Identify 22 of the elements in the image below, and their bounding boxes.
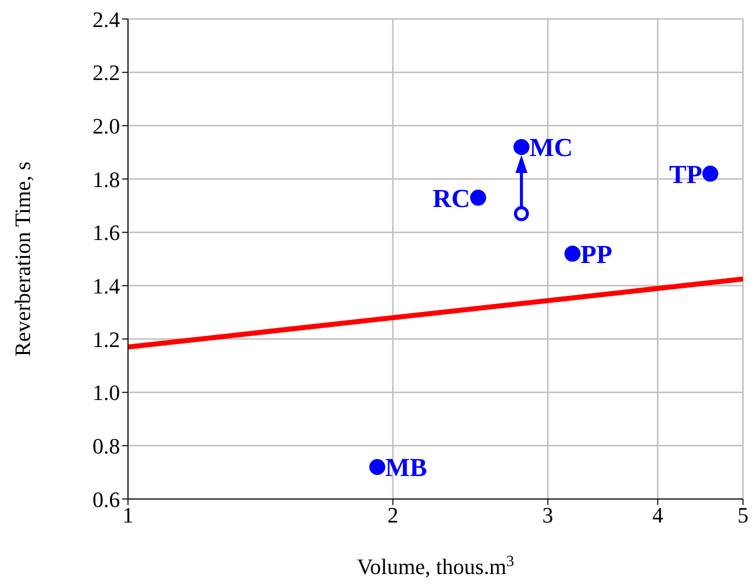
annotation: MC bbox=[529, 133, 573, 162]
x-tick-label: 1 bbox=[122, 502, 134, 528]
y-tick-label: 2.4 bbox=[92, 6, 120, 32]
y-axis-title: Reverberation Time, s bbox=[10, 162, 35, 356]
y-tick-label: 1.8 bbox=[92, 166, 120, 192]
x-tick-label: 2 bbox=[387, 502, 398, 528]
y-tick-label: 2.0 bbox=[92, 113, 120, 138]
y-tick-label: 0.6 bbox=[92, 486, 120, 512]
x-tick-label: 3 bbox=[542, 502, 554, 528]
x-tick-label: 5 bbox=[738, 502, 748, 528]
x-axis-title: Volume, thous.m$^{3}$ bbox=[356, 552, 514, 579]
y-tick-label: 0.8 bbox=[92, 433, 120, 458]
annotation: PP bbox=[580, 240, 612, 269]
y-tick-label: 1.4 bbox=[92, 273, 120, 298]
y-tick-label: 1.6 bbox=[92, 220, 120, 246]
y-tick-label: 2.2 bbox=[92, 60, 120, 86]
annotation: MB bbox=[385, 453, 428, 482]
annotation: TP bbox=[669, 160, 702, 189]
annotation: RC bbox=[432, 184, 470, 213]
y-tick-label: 1.2 bbox=[92, 326, 120, 352]
y-tick-label: 1.0 bbox=[92, 380, 120, 406]
x-tick-label: 4 bbox=[652, 502, 664, 528]
